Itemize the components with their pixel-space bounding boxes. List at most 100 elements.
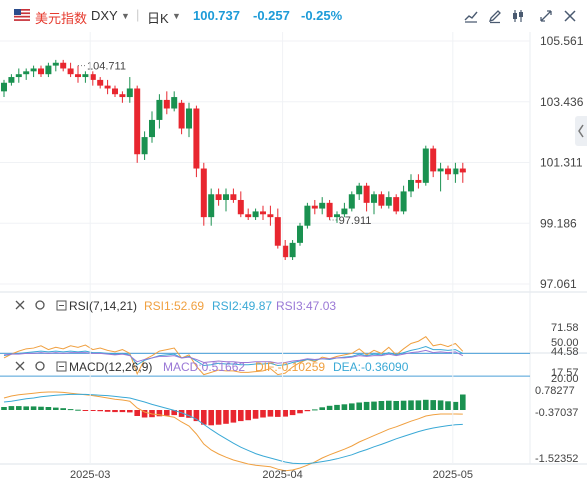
macd-histogram-bar [304,410,311,412]
candle-body [149,119,155,138]
instrument-name[interactable]: 美元指数 [35,11,88,26]
macd-histogram-bar [386,400,392,410]
macd-histogram-bar [45,407,52,410]
settings-gear-icon[interactable] [35,300,45,310]
close-icon[interactable] [561,7,579,25]
candle-body [67,68,74,75]
symbol-selector[interactable]: DXY [91,8,118,23]
candle-type-icon[interactable] [509,7,527,25]
candle-body [245,214,252,218]
candle-body [104,85,111,89]
macd-histogram-bar [282,410,288,417]
candle-body [1,82,7,92]
macd-histogram-bar [245,410,251,421]
collapse-macd-icon[interactable] [56,361,67,372]
macd-histogram-bar [408,400,414,410]
macd-histogram-bar [252,410,259,419]
macd-histogram-bar [267,410,274,417]
candle-body [378,194,385,206]
macd-histogram-bar [38,406,44,410]
candle-body [178,102,185,129]
price-tick-label: 101.311 [540,156,583,170]
indicator-icon[interactable] [462,7,480,25]
macd-histogram-bar [452,401,459,410]
macd-histogram-bar [378,401,385,410]
macd-settings-icon[interactable] [35,361,45,371]
macd-histogram-bar [75,409,81,411]
macd-line-dea [3,393,463,465]
draw-pen-icon[interactable] [486,7,504,25]
close-macd-icon[interactable] [15,361,25,371]
candle-body [363,185,370,203]
candle-body [30,68,37,72]
macd-histogram-bar [238,410,244,422]
macd-histogram-bar [260,410,266,418]
period-chevron-icon[interactable]: ▼ [172,11,181,21]
candle-body [52,62,59,66]
candle-body [186,108,192,129]
macd-histogram-bar [97,410,103,412]
macd-histogram-bar [415,400,422,410]
macd-histogram-bar [371,401,377,410]
macd-title: MACD(12,26,9) [69,360,153,374]
macd-histogram-bar [445,401,451,410]
chevron-left-icon [578,124,584,138]
candle-body [208,194,215,218]
price-change-pct: -0.25% [301,8,343,23]
candle-body [282,245,289,258]
candle-body [200,168,207,218]
macd-histogram-bar [134,410,140,416]
candle-body [445,168,451,175]
macd-histogram-bar [156,410,163,417]
low-annotation: 97.911 [339,215,372,227]
candle-body [437,168,444,172]
rsi-axis-label: 44.58 [551,346,579,358]
rsi-axis-label: 20.00 [551,373,579,385]
macd-histogram-bar [275,410,281,417]
macd-histogram-bar [141,410,148,418]
period-selector[interactable]: 日K [147,11,169,26]
price-tick-label: 103.436 [540,95,584,109]
rsi-line-rsi3 [3,349,464,364]
price-tick-label: 99.186 [540,216,577,230]
macd-histogram-bar [23,406,29,410]
candle-body [267,214,274,218]
macd-histogram-bar [334,404,340,410]
macd-histogram-bar [297,410,303,414]
side-panel-toggle[interactable] [575,116,587,146]
candle-body [385,197,392,206]
candle-body [112,88,118,95]
macd-histogram-bar [16,406,22,410]
collapse-indicator-icon[interactable] [56,300,67,311]
candle-body [171,97,178,109]
last-price: 100.737 [193,8,240,23]
candle-body [45,65,52,75]
price-tick-label: 105.561 [540,34,584,48]
macd-histogram-bar [423,399,429,410]
macd-histogram-bar [393,401,399,410]
candle-body [23,71,30,75]
us-flag-icon [14,9,30,21]
candle-body [126,88,133,98]
macd-histogram-bar [349,403,355,410]
candle-body [15,74,22,78]
rsi2-value: RSI2:49.87 [212,299,273,313]
x-tick-label: 2025-05 [433,469,473,481]
fullscreen-icon[interactable] [537,7,555,25]
candle-body [38,68,44,75]
macd-axis-label: -0.37037 [535,407,578,419]
macd-histogram-bar [127,410,133,413]
candle-body [237,199,244,215]
macd-value: MACD:0.51662 [163,360,246,374]
macd-histogram-bar [178,410,185,417]
candle-body [459,168,466,172]
macd-histogram-bar [67,409,74,411]
macd-axis-label: 0.78277 [535,385,575,397]
dea-value: DEA:-0.36090 [333,360,409,374]
candle-body [134,88,141,155]
candle-body [89,74,96,80]
macd-histogram-bar [112,410,118,413]
chevron-down-icon[interactable]: ▼ [121,11,130,21]
close-indicator-icon[interactable] [15,300,25,310]
